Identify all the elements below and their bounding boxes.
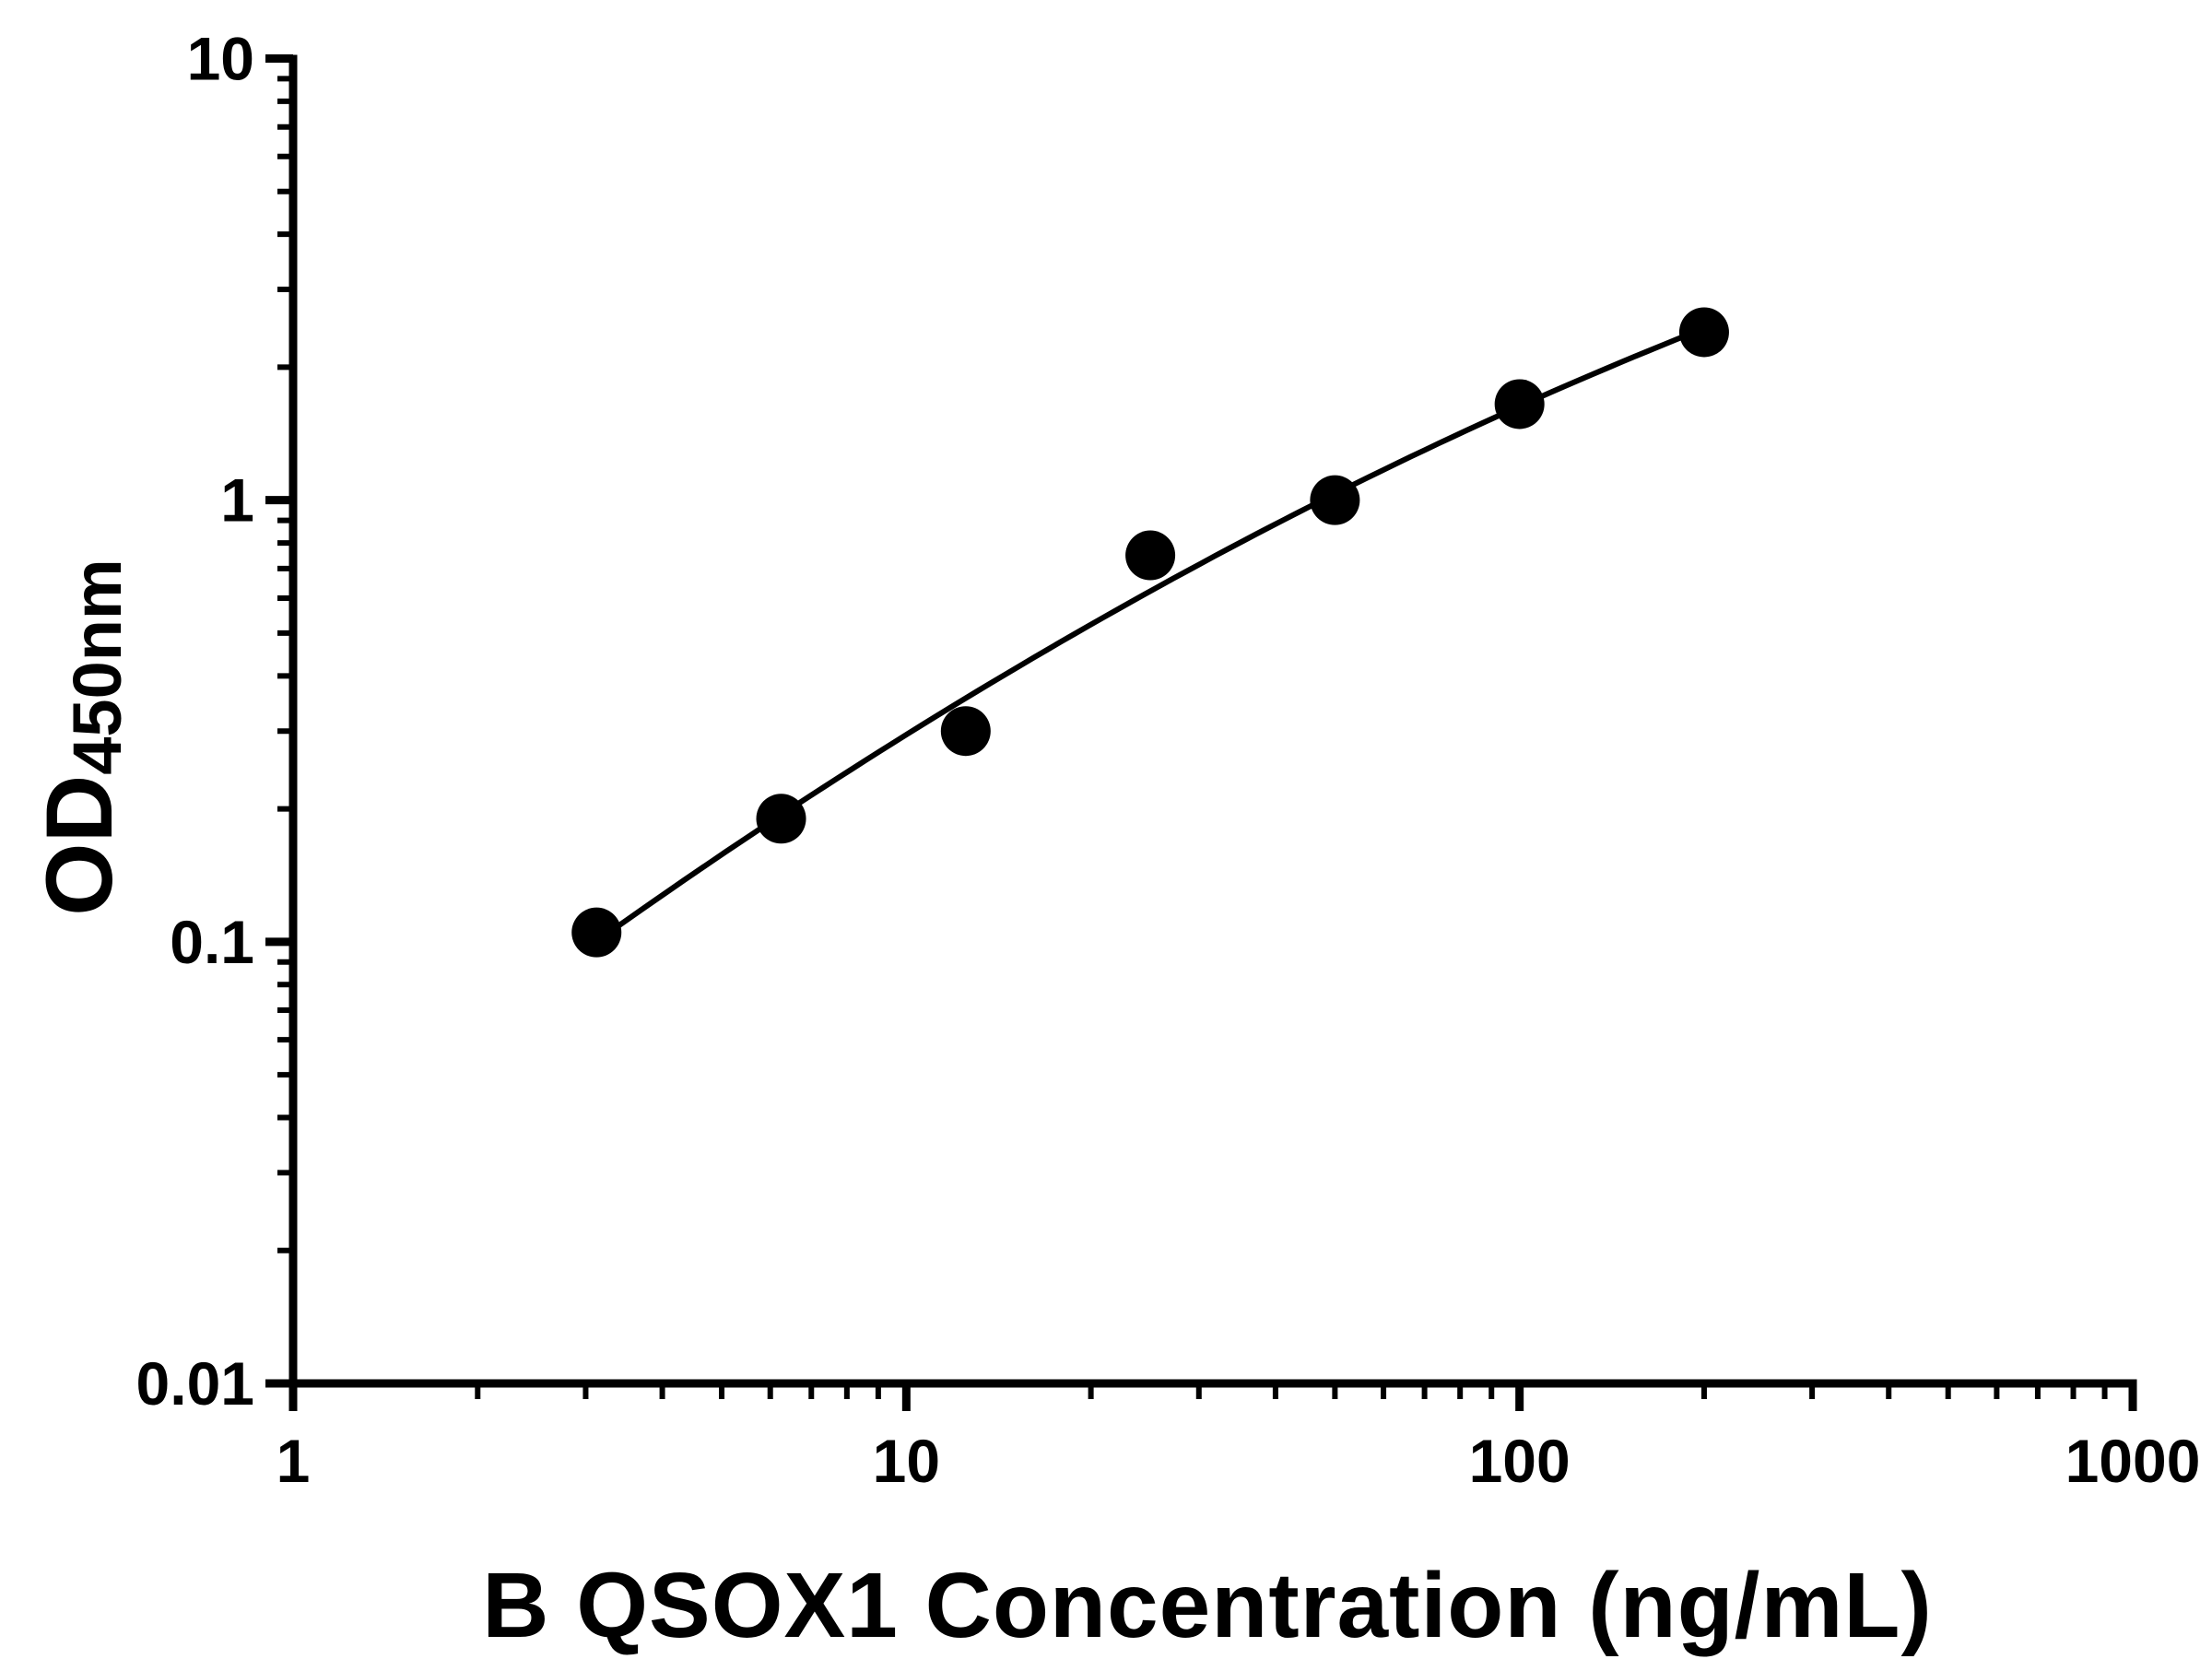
y-axis-title: OD450nm [26,559,136,915]
data-point [1125,530,1176,581]
data-point [756,794,806,844]
y-axis-title-main: OD [26,774,132,916]
x-tick-label: 100 [1469,1427,1571,1495]
y-tick-label: 1 [220,466,254,535]
x-axis-title: B QSOX1 Concentration (ng/mL) [482,1553,1932,1659]
y-axis-title-subscript: 450nm [59,559,136,775]
y-tick-label: 0.1 [170,908,254,976]
data-point [1678,307,1729,358]
data-point [1310,475,1360,525]
data-point [1494,379,1545,429]
y-tick-label: 10 [187,25,254,93]
x-tick-label: 1000 [2065,1427,2201,1495]
x-tick-label: 1 [276,1427,311,1495]
x-axis-title-text: B QSOX1 Concentration (ng/mL) [482,1554,1933,1657]
y-tick-label: 0.01 [136,1349,254,1418]
x-tick-label: 10 [873,1427,940,1495]
data-point [940,706,991,757]
data-point [571,907,622,958]
